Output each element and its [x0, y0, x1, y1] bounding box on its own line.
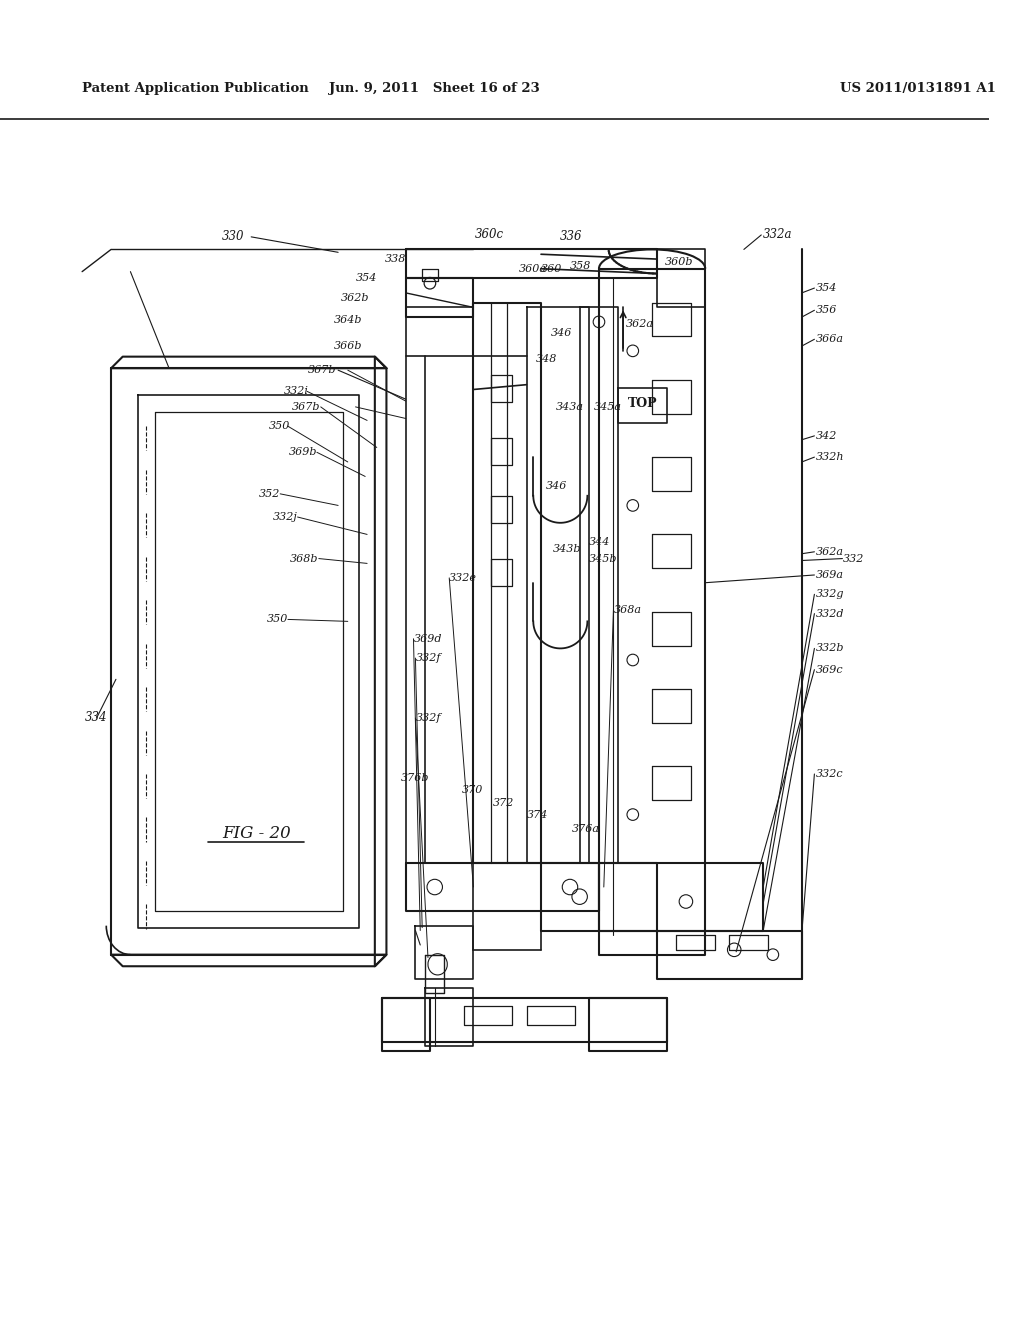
Text: 332d: 332d — [816, 609, 845, 619]
Text: 346: 346 — [546, 480, 567, 491]
Text: 367b: 367b — [307, 366, 336, 375]
Text: 332b: 332b — [816, 643, 845, 653]
Text: 369d: 369d — [414, 634, 442, 644]
Text: 345a: 345a — [594, 401, 623, 412]
Text: 352: 352 — [259, 488, 281, 499]
Text: 338: 338 — [384, 253, 406, 264]
Text: 332a: 332a — [763, 228, 793, 242]
Text: TOP: TOP — [628, 397, 657, 411]
Text: 354: 354 — [816, 282, 838, 293]
Text: 332f: 332f — [416, 653, 441, 663]
Text: 344: 344 — [589, 537, 610, 546]
Text: 368b: 368b — [291, 553, 318, 564]
Text: 346: 346 — [551, 329, 572, 338]
Text: Patent Application Publication: Patent Application Publication — [82, 82, 309, 95]
Text: 350: 350 — [268, 421, 290, 432]
Text: Jun. 9, 2011   Sheet 16 of 23: Jun. 9, 2011 Sheet 16 of 23 — [330, 82, 540, 95]
Text: 369b: 369b — [289, 447, 316, 457]
Text: 362b: 362b — [341, 293, 369, 302]
Text: 342: 342 — [816, 430, 838, 441]
Text: 369c: 369c — [816, 665, 844, 675]
Text: 336: 336 — [560, 231, 583, 243]
Text: 332e: 332e — [450, 573, 477, 583]
Text: 350: 350 — [266, 614, 288, 624]
Text: 358: 358 — [570, 261, 592, 271]
Text: 372: 372 — [493, 799, 514, 808]
Text: 332i: 332i — [285, 387, 309, 396]
Text: 332g: 332g — [816, 589, 845, 599]
Text: 369a: 369a — [816, 570, 845, 579]
Text: 360c: 360c — [475, 228, 505, 242]
Text: 332c: 332c — [816, 770, 844, 779]
Text: FIG - 20: FIG - 20 — [222, 825, 291, 842]
Text: 376b: 376b — [401, 774, 429, 783]
Text: 360: 360 — [541, 264, 562, 273]
Text: 348: 348 — [537, 354, 557, 363]
Text: 360a: 360a — [519, 264, 547, 273]
Text: 376a: 376a — [572, 824, 600, 834]
Text: 332: 332 — [843, 553, 864, 564]
Text: 343a: 343a — [555, 401, 584, 412]
Text: 362a: 362a — [626, 319, 654, 329]
Text: 374: 374 — [526, 809, 548, 820]
Text: 360b: 360b — [665, 257, 693, 267]
Text: 345b: 345b — [589, 553, 617, 564]
Text: 354: 354 — [355, 273, 377, 284]
Text: 362a: 362a — [816, 546, 845, 557]
Text: 366a: 366a — [816, 334, 845, 345]
Text: 368a: 368a — [613, 605, 641, 615]
Text: 332h: 332h — [816, 453, 845, 462]
Text: 370: 370 — [462, 785, 483, 796]
Text: 366b: 366b — [334, 341, 362, 351]
Text: 364b: 364b — [334, 315, 362, 325]
Text: 367b: 367b — [292, 401, 321, 412]
Text: 343b: 343b — [553, 544, 581, 554]
Text: 356: 356 — [816, 305, 838, 315]
Text: 330: 330 — [222, 231, 245, 243]
Text: 334: 334 — [85, 711, 108, 725]
Text: US 2011/0131891 A1: US 2011/0131891 A1 — [841, 82, 996, 95]
Text: 332f: 332f — [416, 713, 441, 723]
Text: 332j: 332j — [272, 512, 298, 521]
